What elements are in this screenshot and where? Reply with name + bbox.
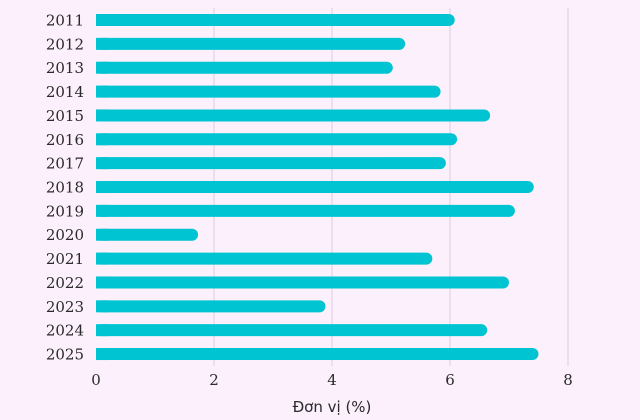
bar-base-2020: [96, 228, 108, 241]
bar-base-2025: [96, 348, 108, 361]
y-tick-label-2023: 2023: [46, 298, 84, 316]
bar-base-2022: [96, 276, 108, 289]
x-tick-labels: 0 2 4 6 8: [91, 371, 573, 389]
y-tick-label-2016: 2016: [46, 131, 84, 149]
bar-base-2024: [96, 324, 108, 337]
bar-2019: [96, 204, 515, 217]
bars: [96, 14, 539, 361]
x-tick-label-0: 0: [91, 371, 101, 389]
bar-2025: [96, 348, 539, 361]
bar-base-2013: [96, 61, 108, 74]
bar-2022: [96, 276, 509, 289]
x-tick-label-8: 8: [563, 371, 573, 389]
y-tick-label-2025: 2025: [46, 346, 84, 364]
y-tick-labels: 2011 2012 2013 2014 2015 2016 2017 2018 2019 2020…: [46, 12, 84, 364]
bar-base-2018: [96, 181, 108, 194]
x-tick-label-6: 6: [445, 371, 455, 389]
bar-2013: [96, 61, 393, 74]
bar-2023: [96, 300, 326, 313]
bar-base-2021: [96, 252, 108, 265]
x-axis-title: Đơn vị (%): [293, 398, 372, 416]
bar-base-2014: [96, 85, 108, 98]
bar-2016: [96, 133, 458, 146]
bar-base-2015: [96, 109, 108, 122]
y-tick-label-2019: 2019: [46, 202, 84, 220]
bar-2021: [96, 252, 433, 265]
bar-2011: [96, 14, 455, 26]
y-tick-label-2013: 2013: [46, 59, 84, 77]
bar-2018: [96, 181, 534, 194]
bar-2020: [96, 228, 199, 241]
y-tick-label-2022: 2022: [46, 274, 84, 292]
bar-base-2019: [96, 204, 108, 217]
bar-base-2023: [96, 300, 108, 313]
y-tick-label-2021: 2021: [46, 250, 84, 268]
bar-base-2011: [96, 14, 108, 26]
bar-2012: [96, 37, 406, 50]
y-tick-label-2024: 2024: [46, 322, 84, 340]
bar-2015: [96, 109, 491, 122]
y-tick-label-2017: 2017: [46, 155, 84, 173]
x-tick-label-2: 2: [209, 371, 219, 389]
bar-2024: [96, 324, 488, 337]
y-tick-label-2015: 2015: [46, 107, 84, 125]
y-tick-label-2020: 2020: [46, 226, 84, 244]
bar-base-2016: [96, 133, 108, 146]
y-tick-label-2018: 2018: [46, 179, 84, 197]
y-tick-label-2014: 2014: [46, 83, 84, 101]
x-tick-label-4: 4: [327, 371, 337, 389]
y-tick-label-2011: 2011: [46, 12, 84, 30]
bar-2017: [96, 157, 446, 170]
bar-2014: [96, 85, 441, 98]
bar-base-2017: [96, 157, 108, 170]
y-tick-label-2012: 2012: [46, 35, 84, 53]
bar-base-2012: [96, 37, 108, 50]
